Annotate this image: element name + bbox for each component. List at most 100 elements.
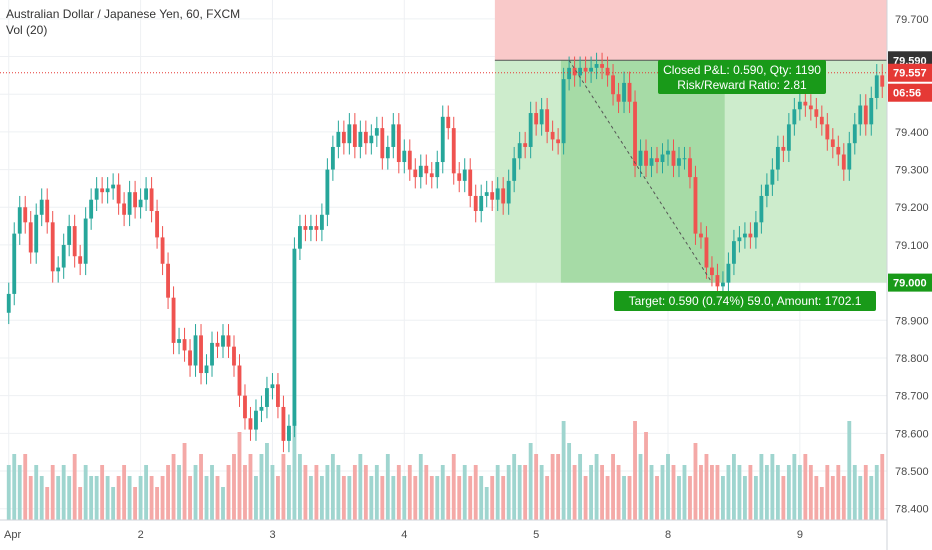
volume-bar bbox=[726, 465, 731, 520]
candle-body bbox=[78, 256, 83, 264]
volume-bar bbox=[188, 476, 192, 520]
candle-body bbox=[221, 335, 225, 347]
volume-bar bbox=[292, 421, 297, 520]
volume-bar bbox=[391, 476, 396, 520]
volume-bar bbox=[226, 465, 231, 520]
volume-bar bbox=[633, 421, 637, 520]
volume-bar bbox=[803, 454, 808, 520]
volume-bar bbox=[473, 465, 478, 520]
volume-bar bbox=[248, 454, 253, 520]
volume-bar bbox=[171, 454, 176, 520]
volume-bar bbox=[67, 476, 72, 520]
volume-bar bbox=[347, 476, 352, 520]
y-tick-label: 79.300 bbox=[895, 165, 929, 177]
candle-body bbox=[770, 169, 775, 185]
candle-body bbox=[517, 143, 522, 159]
y-tick-label: 78.900 bbox=[895, 315, 929, 327]
candle-body bbox=[243, 395, 247, 419]
volume-bar bbox=[23, 454, 28, 520]
candle-body bbox=[671, 150, 676, 166]
volume-bar bbox=[572, 465, 577, 520]
y-tick-label: 78.400 bbox=[895, 504, 929, 516]
candle-body bbox=[693, 177, 698, 234]
volume-bar bbox=[385, 454, 390, 520]
candle-body bbox=[863, 105, 868, 125]
volume-bar bbox=[407, 465, 412, 520]
candle-body bbox=[852, 124, 857, 144]
volume-bar bbox=[605, 476, 610, 520]
candle-body bbox=[512, 158, 517, 181]
y-tick-label: 78.700 bbox=[895, 391, 929, 403]
volume-bar bbox=[539, 465, 544, 520]
candle-body bbox=[506, 180, 511, 204]
candle-body bbox=[539, 109, 544, 125]
candle-body bbox=[133, 192, 138, 208]
volume-bar bbox=[836, 465, 841, 520]
candle-body bbox=[358, 131, 363, 147]
candle-body bbox=[336, 131, 341, 147]
candle-body bbox=[644, 150, 648, 166]
candle-body bbox=[660, 154, 665, 163]
volume-bar bbox=[270, 465, 275, 520]
candle-body bbox=[561, 79, 566, 144]
candle-body bbox=[188, 350, 192, 366]
candle-body bbox=[17, 207, 22, 234]
candle-body bbox=[122, 203, 127, 215]
candle-body bbox=[402, 150, 407, 163]
volume-bar bbox=[424, 465, 429, 520]
candle-body bbox=[704, 237, 709, 268]
volume-bar bbox=[358, 454, 363, 520]
volume-bar bbox=[556, 454, 561, 520]
candle-body bbox=[72, 226, 77, 257]
candle-body bbox=[204, 365, 209, 374]
volume-bar bbox=[254, 476, 258, 520]
y-tick-label: 78.500 bbox=[895, 466, 929, 478]
candle-body bbox=[677, 158, 681, 166]
candle-body bbox=[764, 184, 769, 196]
candle-body bbox=[523, 143, 528, 147]
candle-body bbox=[753, 222, 758, 238]
volume-bar bbox=[281, 454, 286, 520]
volume-bar bbox=[528, 443, 533, 520]
candle-body bbox=[594, 64, 599, 68]
candle-body bbox=[45, 199, 50, 223]
volume-bar bbox=[396, 465, 401, 520]
volume-bar bbox=[127, 476, 132, 520]
volume-bar bbox=[841, 476, 846, 520]
candle-body bbox=[759, 195, 764, 223]
candle-body bbox=[237, 365, 242, 396]
volume-bar bbox=[797, 465, 802, 520]
volume-bar bbox=[243, 465, 247, 520]
volume-bar bbox=[45, 487, 50, 520]
volume-bar bbox=[363, 465, 368, 520]
volume-bar bbox=[869, 476, 874, 520]
candle-body bbox=[721, 282, 725, 287]
volume-bar bbox=[479, 476, 484, 520]
x-tick-label: 9 bbox=[797, 529, 803, 541]
volume-bar bbox=[177, 465, 181, 520]
volume-bar bbox=[182, 443, 187, 520]
candle-body bbox=[666, 150, 670, 155]
volume-bar bbox=[17, 465, 22, 520]
candle-body bbox=[495, 188, 500, 200]
filled-zone bbox=[560, 60, 725, 283]
candle-body bbox=[39, 199, 44, 215]
volume-bar bbox=[100, 465, 105, 520]
y-tick-label: 79.200 bbox=[895, 202, 929, 214]
candle-body bbox=[352, 124, 357, 147]
volume-bar bbox=[852, 465, 857, 520]
volume-bar bbox=[83, 465, 88, 520]
candle-body bbox=[149, 188, 154, 212]
candle-body bbox=[847, 143, 852, 170]
volume-bar bbox=[764, 465, 769, 520]
candle-body bbox=[874, 75, 879, 98]
volume-bar bbox=[792, 454, 797, 520]
volume-bar bbox=[265, 443, 269, 520]
candle-body bbox=[446, 116, 451, 129]
candle-body bbox=[424, 165, 429, 174]
volume-bar bbox=[710, 465, 714, 520]
volume-bar bbox=[660, 465, 665, 520]
candle-body bbox=[34, 214, 39, 253]
candle-body bbox=[814, 109, 819, 117]
